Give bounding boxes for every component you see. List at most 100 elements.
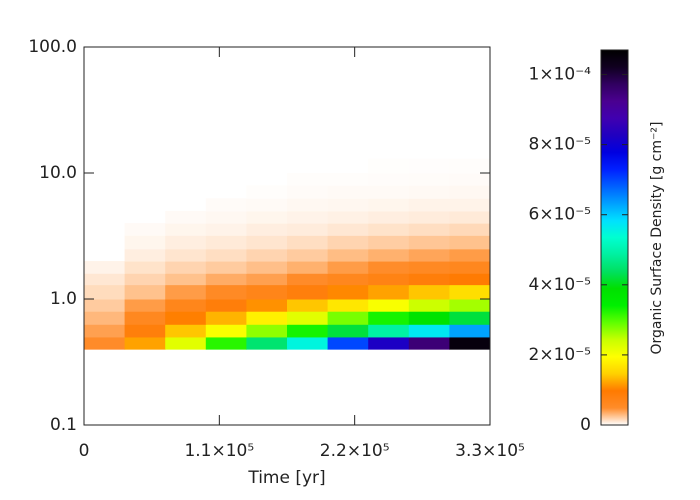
heatmap-cell: [408, 336, 450, 350]
heatmap-cell: [205, 324, 247, 338]
heatmap-cell: [165, 324, 207, 338]
heatmap-cell: [327, 273, 369, 286]
heatmap-cell: [408, 273, 450, 286]
x-tick-label: 1.1×10⁵: [184, 441, 254, 461]
heatmap-cell: [246, 336, 288, 350]
heatmap-cell: [287, 261, 329, 274]
heatmap-cell: [165, 223, 207, 236]
heatmap-cell: [246, 223, 288, 236]
heatmap-cell: [124, 261, 166, 274]
heatmap-cell: [408, 185, 450, 199]
heatmap-cell: [408, 324, 450, 338]
x-tick-label: 3.3×10⁵: [455, 441, 525, 461]
heatmap-cell: [165, 273, 207, 286]
colorbar-tick-label: 0: [580, 415, 591, 435]
heatmap-cell: [205, 235, 247, 250]
heatmap-cell: [246, 284, 288, 300]
heatmap-cell: [327, 185, 369, 199]
heatmap-cell: [287, 173, 329, 186]
heatmap-cell: [368, 299, 410, 312]
heatmap-cell: [408, 248, 450, 262]
heatmap-cell: [124, 248, 166, 262]
heatmap-cell: [327, 235, 369, 250]
heatmap-cell: [287, 223, 329, 236]
y-tick-label: 100.0: [28, 37, 77, 57]
heatmap-cell: [165, 336, 207, 350]
colorbar-tick-label: 1×10⁻⁴: [529, 65, 592, 85]
heatmap-cell: [449, 324, 491, 338]
heatmap-cell: [84, 324, 126, 338]
heatmap-cell: [449, 284, 491, 300]
heatmap-cell: [368, 324, 410, 338]
heatmap-cell: [287, 273, 329, 286]
heatmap-cell: [165, 299, 207, 312]
heatmap-cell: [368, 223, 410, 236]
heatmap-cell: [327, 311, 369, 325]
heatmap-cell: [84, 284, 126, 300]
y-tick-label: 10.0: [39, 163, 77, 183]
heatmap-cell: [124, 311, 166, 325]
x-axis-label: Time [yr]: [247, 468, 325, 488]
heatmap-cell: [205, 261, 247, 274]
heatmap-cell: [449, 173, 491, 186]
heatmap-cell: [246, 311, 288, 325]
heatmap-cell: [205, 284, 247, 300]
heatmap-cell: [327, 248, 369, 262]
heatmap-cell: [449, 235, 491, 250]
plot-frame: [83, 46, 491, 426]
heatmap-cell: [368, 284, 410, 300]
heatmap-cell: [246, 210, 288, 224]
heatmap-cell: [408, 173, 450, 186]
heatmap-cell: [408, 311, 450, 325]
heatmap-cell: [84, 273, 126, 286]
heatmap-cell: [368, 261, 410, 274]
heatmap-cell: [246, 273, 288, 286]
heatmap-cell: [449, 261, 491, 274]
heatmap-cell: [287, 235, 329, 250]
heatmap-cell: [205, 299, 247, 312]
heatmap-cell: [246, 185, 288, 199]
heatmap-cell: [287, 210, 329, 224]
heatmap-cell: [287, 248, 329, 262]
colorbar-tick-label: 6×10⁻⁵: [529, 205, 591, 225]
heatmap-cell: [368, 311, 410, 325]
heatmap-cell: [124, 299, 166, 312]
heatmap-cell: [368, 158, 410, 174]
heatmap-cell: [408, 261, 450, 274]
heatmap-cell: [408, 299, 450, 312]
heatmap-cell: [327, 198, 369, 212]
heatmap-cell: [449, 210, 491, 224]
heatmap-cell: [165, 235, 207, 250]
heatmap-cell: [449, 336, 491, 350]
heatmap-cell: [408, 235, 450, 250]
heatmap-cell: [368, 248, 410, 262]
heatmap-cell: [408, 210, 450, 224]
heatmap-cell: [368, 273, 410, 286]
heatmap-cell: [287, 185, 329, 199]
heatmap-cell: [327, 173, 369, 186]
heatmap-cell: [368, 173, 410, 186]
heatmap-cell: [368, 198, 410, 212]
heatmap-cell: [124, 273, 166, 286]
colorbar-tick-label: 4×10⁻⁵: [529, 275, 591, 295]
heatmap-cell: [327, 299, 369, 312]
heatmap-cell: [287, 198, 329, 212]
heatmap-cell: [246, 248, 288, 262]
heatmap-cell: [246, 235, 288, 250]
heatmap-cell: [287, 324, 329, 338]
heatmap-cell: [408, 198, 450, 212]
heatmap-cell: [327, 261, 369, 274]
heatmap-cell: [84, 261, 126, 274]
colorbar-tick-label: 8×10⁻⁵: [529, 135, 591, 155]
heatmap-cell: [205, 210, 247, 224]
heatmap-cell: [449, 248, 491, 262]
heatmap-cell: [449, 198, 491, 212]
heatmap-cell: [165, 210, 207, 224]
heatmap-cell: [205, 311, 247, 325]
heatmap-cell: [368, 235, 410, 250]
y-tick-label: 1.0: [50, 289, 77, 309]
heatmap-cell: [449, 299, 491, 312]
heatmap-cell: [165, 248, 207, 262]
x-tick-label: 2.2×10⁵: [320, 441, 390, 461]
heatmap-cell: [327, 284, 369, 300]
